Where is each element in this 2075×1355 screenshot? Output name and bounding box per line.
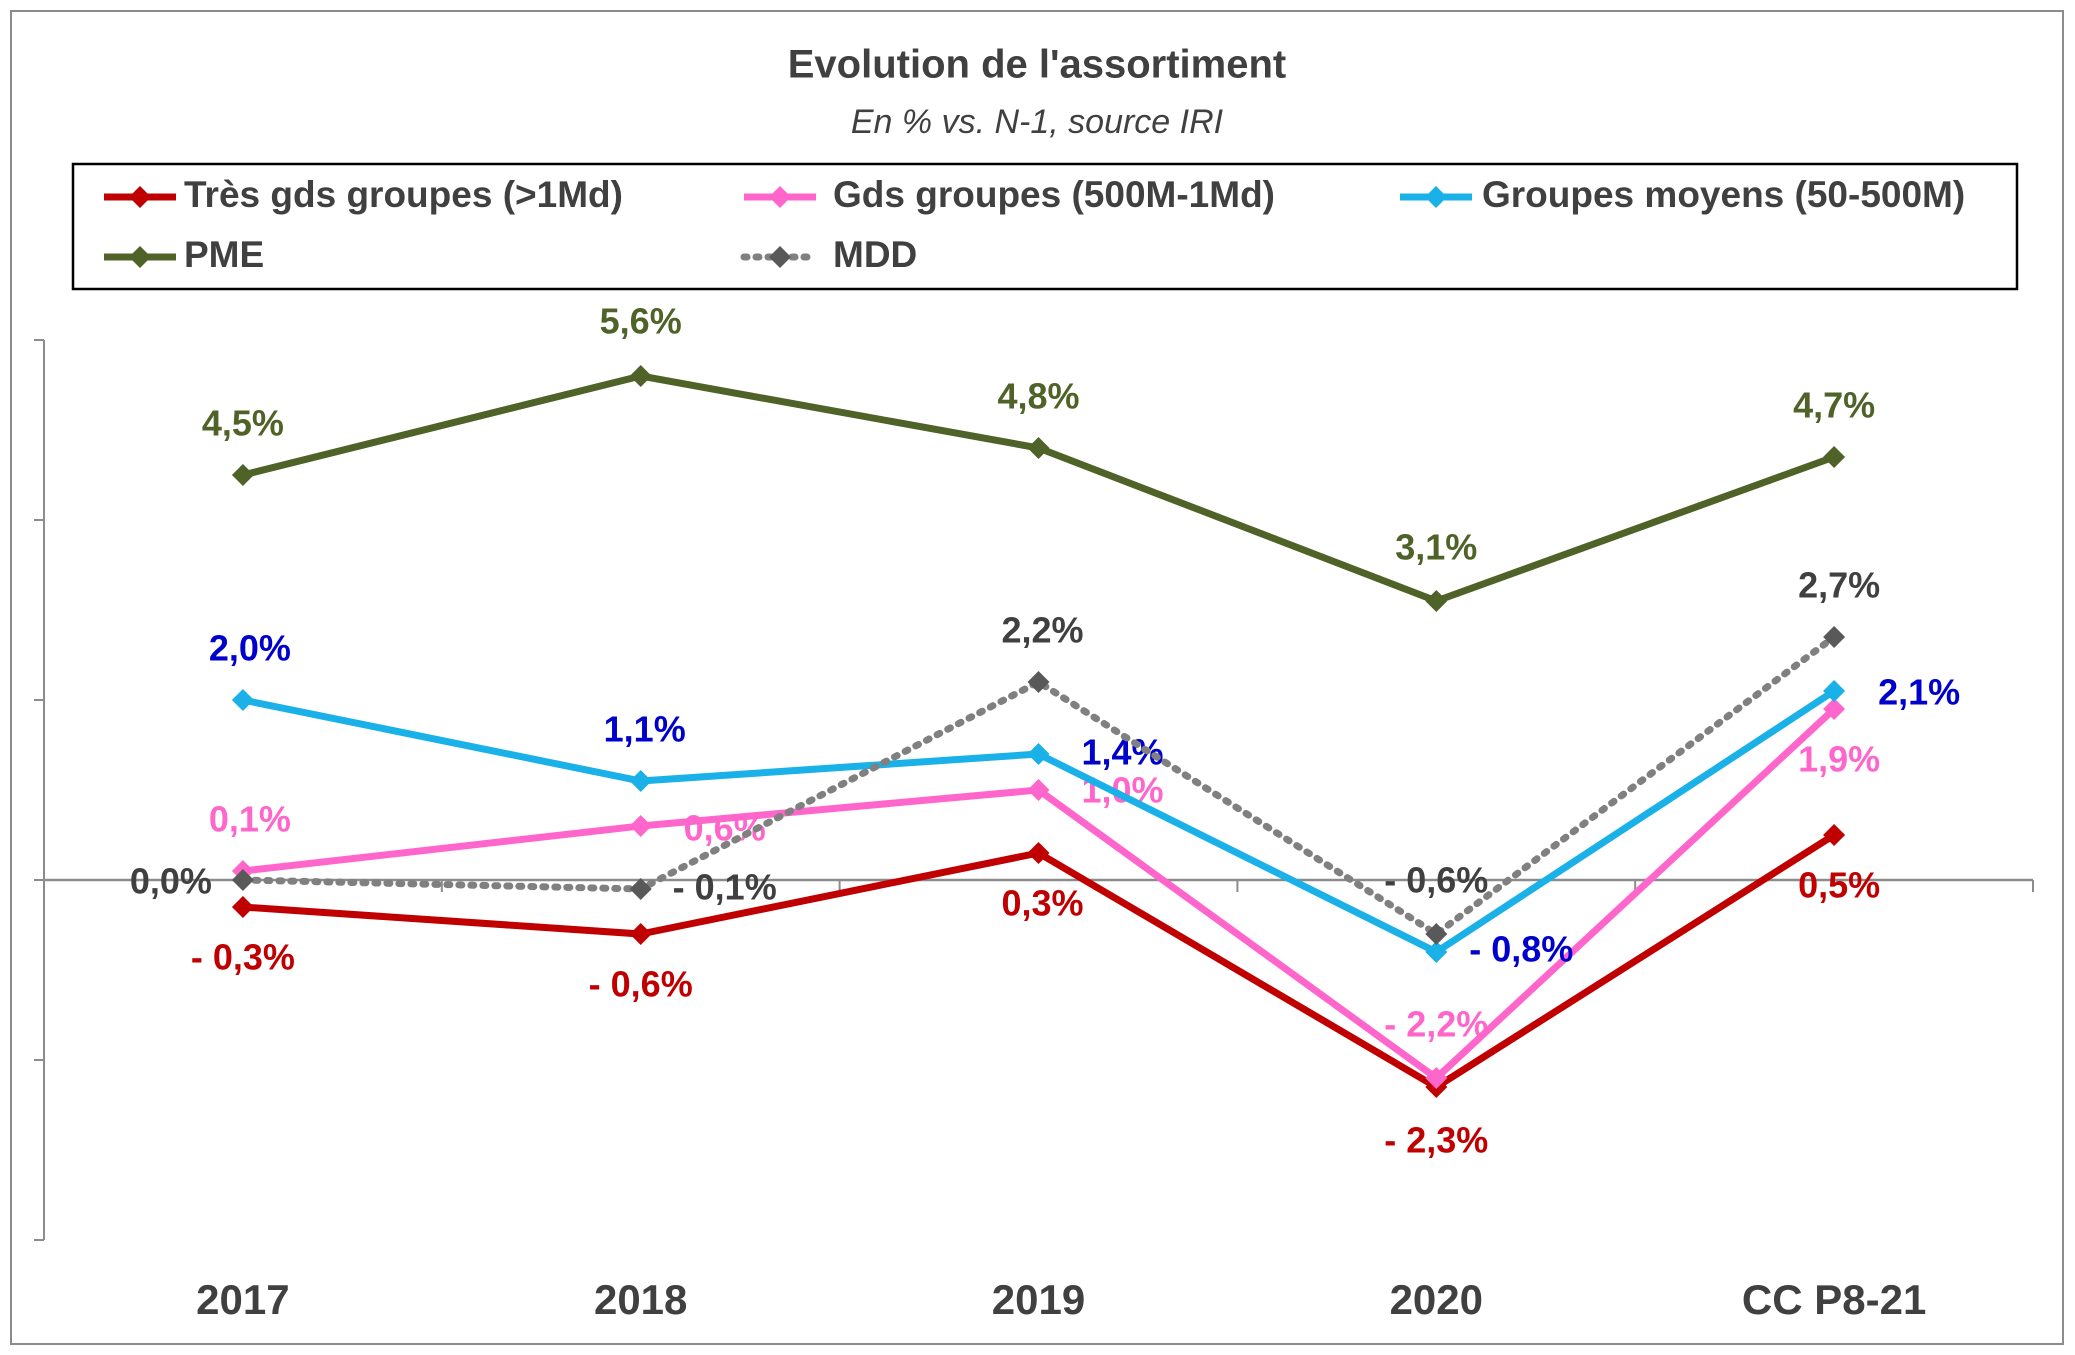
data-label: 1,1% — [604, 709, 686, 750]
data-label: 2,2% — [1001, 610, 1083, 651]
data-label: - 0,6% — [1384, 860, 1488, 901]
marker — [629, 878, 652, 900]
data-label: - 0,8% — [1469, 929, 1573, 970]
legend-marker — [1425, 186, 1447, 208]
data-label: 4,5% — [202, 403, 284, 444]
marker — [629, 923, 652, 945]
chart-title: Evolution de l'assortiment — [788, 43, 1286, 87]
x-tick-label: 2017 — [196, 1276, 289, 1323]
legend-label: Groupes moyens (50-500M) — [1482, 174, 1965, 215]
marker — [1027, 743, 1050, 765]
data-label: - 0,1% — [673, 867, 777, 908]
marker — [1425, 1067, 1448, 1089]
data-label: 4,7% — [1793, 385, 1875, 426]
marker — [1027, 671, 1050, 693]
marker — [231, 896, 254, 918]
marker — [231, 464, 254, 486]
chart-subtitle: En % vs. N-1, source IRI — [851, 103, 1224, 141]
data-label: 4,8% — [997, 376, 1079, 417]
marker — [231, 689, 254, 711]
data-label: - 0,6% — [589, 964, 693, 1005]
marker — [1823, 824, 1846, 846]
data-label: 3,1% — [1395, 527, 1477, 568]
data-label: 2,1% — [1878, 672, 1960, 713]
data-label: 0,5% — [1798, 865, 1880, 906]
marker — [1823, 626, 1846, 648]
marker — [1823, 680, 1846, 702]
marker — [629, 770, 652, 792]
marker — [1027, 437, 1050, 459]
marker — [629, 365, 652, 387]
x-tick-label: 2019 — [992, 1276, 1085, 1323]
data-label: 0,1% — [209, 799, 291, 840]
data-label: 2,7% — [1798, 565, 1880, 606]
data-label: - 2,2% — [1384, 1004, 1488, 1045]
marker — [1425, 590, 1448, 612]
legend-marker — [129, 246, 151, 268]
legend-label: MDD — [833, 234, 917, 275]
data-label: 0,3% — [1001, 883, 1083, 924]
data-label: 5,6% — [600, 301, 682, 342]
legend-marker — [769, 246, 791, 268]
marker — [1425, 923, 1448, 945]
legend-box — [71, 162, 2019, 291]
data-label: 1,9% — [1798, 739, 1880, 780]
legend-label: Gds groupes (500M-1Md) — [833, 174, 1275, 215]
data-label: - 0,3% — [191, 937, 295, 978]
legend-label: Très gds groupes (>1Md) — [184, 174, 623, 215]
marker — [629, 815, 652, 837]
x-tick-label: CC P8-21 — [1742, 1276, 1926, 1323]
legend-marker — [769, 186, 791, 208]
data-label: - 2,3% — [1384, 1120, 1488, 1161]
marker — [1027, 779, 1050, 801]
marker — [1425, 941, 1448, 963]
legend-label: PME — [184, 234, 264, 275]
marker — [1823, 446, 1846, 468]
legend-marker — [129, 186, 151, 208]
data-label: 1,0% — [1081, 770, 1163, 811]
data-label: 0,0% — [130, 861, 212, 902]
marker — [1027, 842, 1050, 864]
marker — [1823, 698, 1846, 720]
x-tick-label: 2018 — [594, 1276, 687, 1323]
marker — [231, 869, 254, 891]
x-tick-label: 2020 — [1390, 1276, 1483, 1323]
data-label: 2,0% — [209, 628, 291, 669]
